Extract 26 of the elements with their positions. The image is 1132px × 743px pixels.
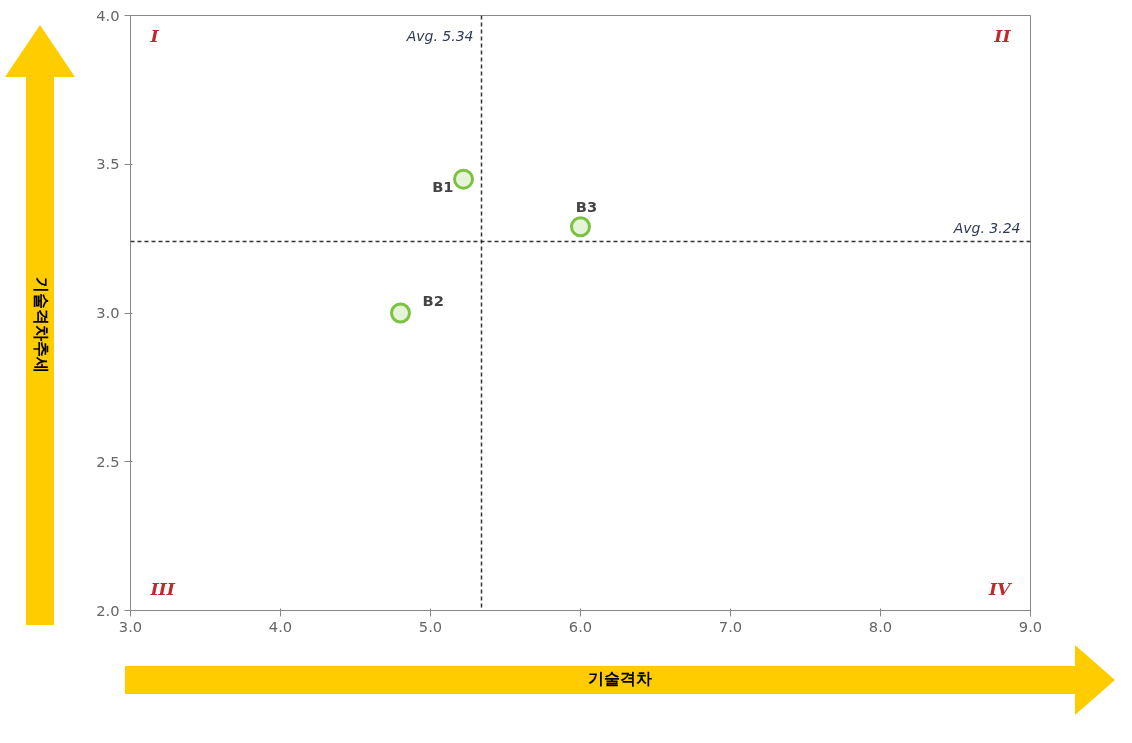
y-tick-label: 3.5: [96, 155, 120, 173]
series-label: B1: [432, 178, 454, 196]
y-tick-label: 2.5: [96, 452, 120, 470]
y-tick-label: 2.0: [96, 601, 120, 619]
x-axis-title: 기술격차: [588, 670, 652, 688]
annotation: II: [993, 25, 1012, 46]
y-tick-label: 4.0: [96, 6, 120, 24]
x-tick-label: 9.0: [1018, 617, 1043, 635]
point: [570, 216, 591, 238]
x-tick-label: 5.0: [418, 617, 443, 635]
point: [453, 168, 474, 190]
annotation: III: [149, 578, 176, 599]
x-tick-label: 7.0: [718, 617, 743, 635]
ref-line-label: Avg. 5.34: [405, 27, 474, 44]
series-label: B2: [422, 292, 444, 309]
x-tick-label: 6.0: [568, 617, 593, 635]
y-axis-title: 기술격차추세: [32, 277, 50, 373]
series-label: B3: [575, 197, 598, 215]
annotation: I: [149, 25, 160, 46]
x-tick-label: 8.0: [868, 617, 893, 635]
x-tick-label: 4.0: [268, 617, 293, 635]
y-tick-label: 3.0: [96, 304, 120, 321]
x-tick-label: 3.0: [118, 617, 143, 635]
ref-line-label: Avg. 3.24: [952, 219, 1021, 236]
annotation: IV: [987, 578, 1013, 599]
point: [390, 302, 411, 324]
